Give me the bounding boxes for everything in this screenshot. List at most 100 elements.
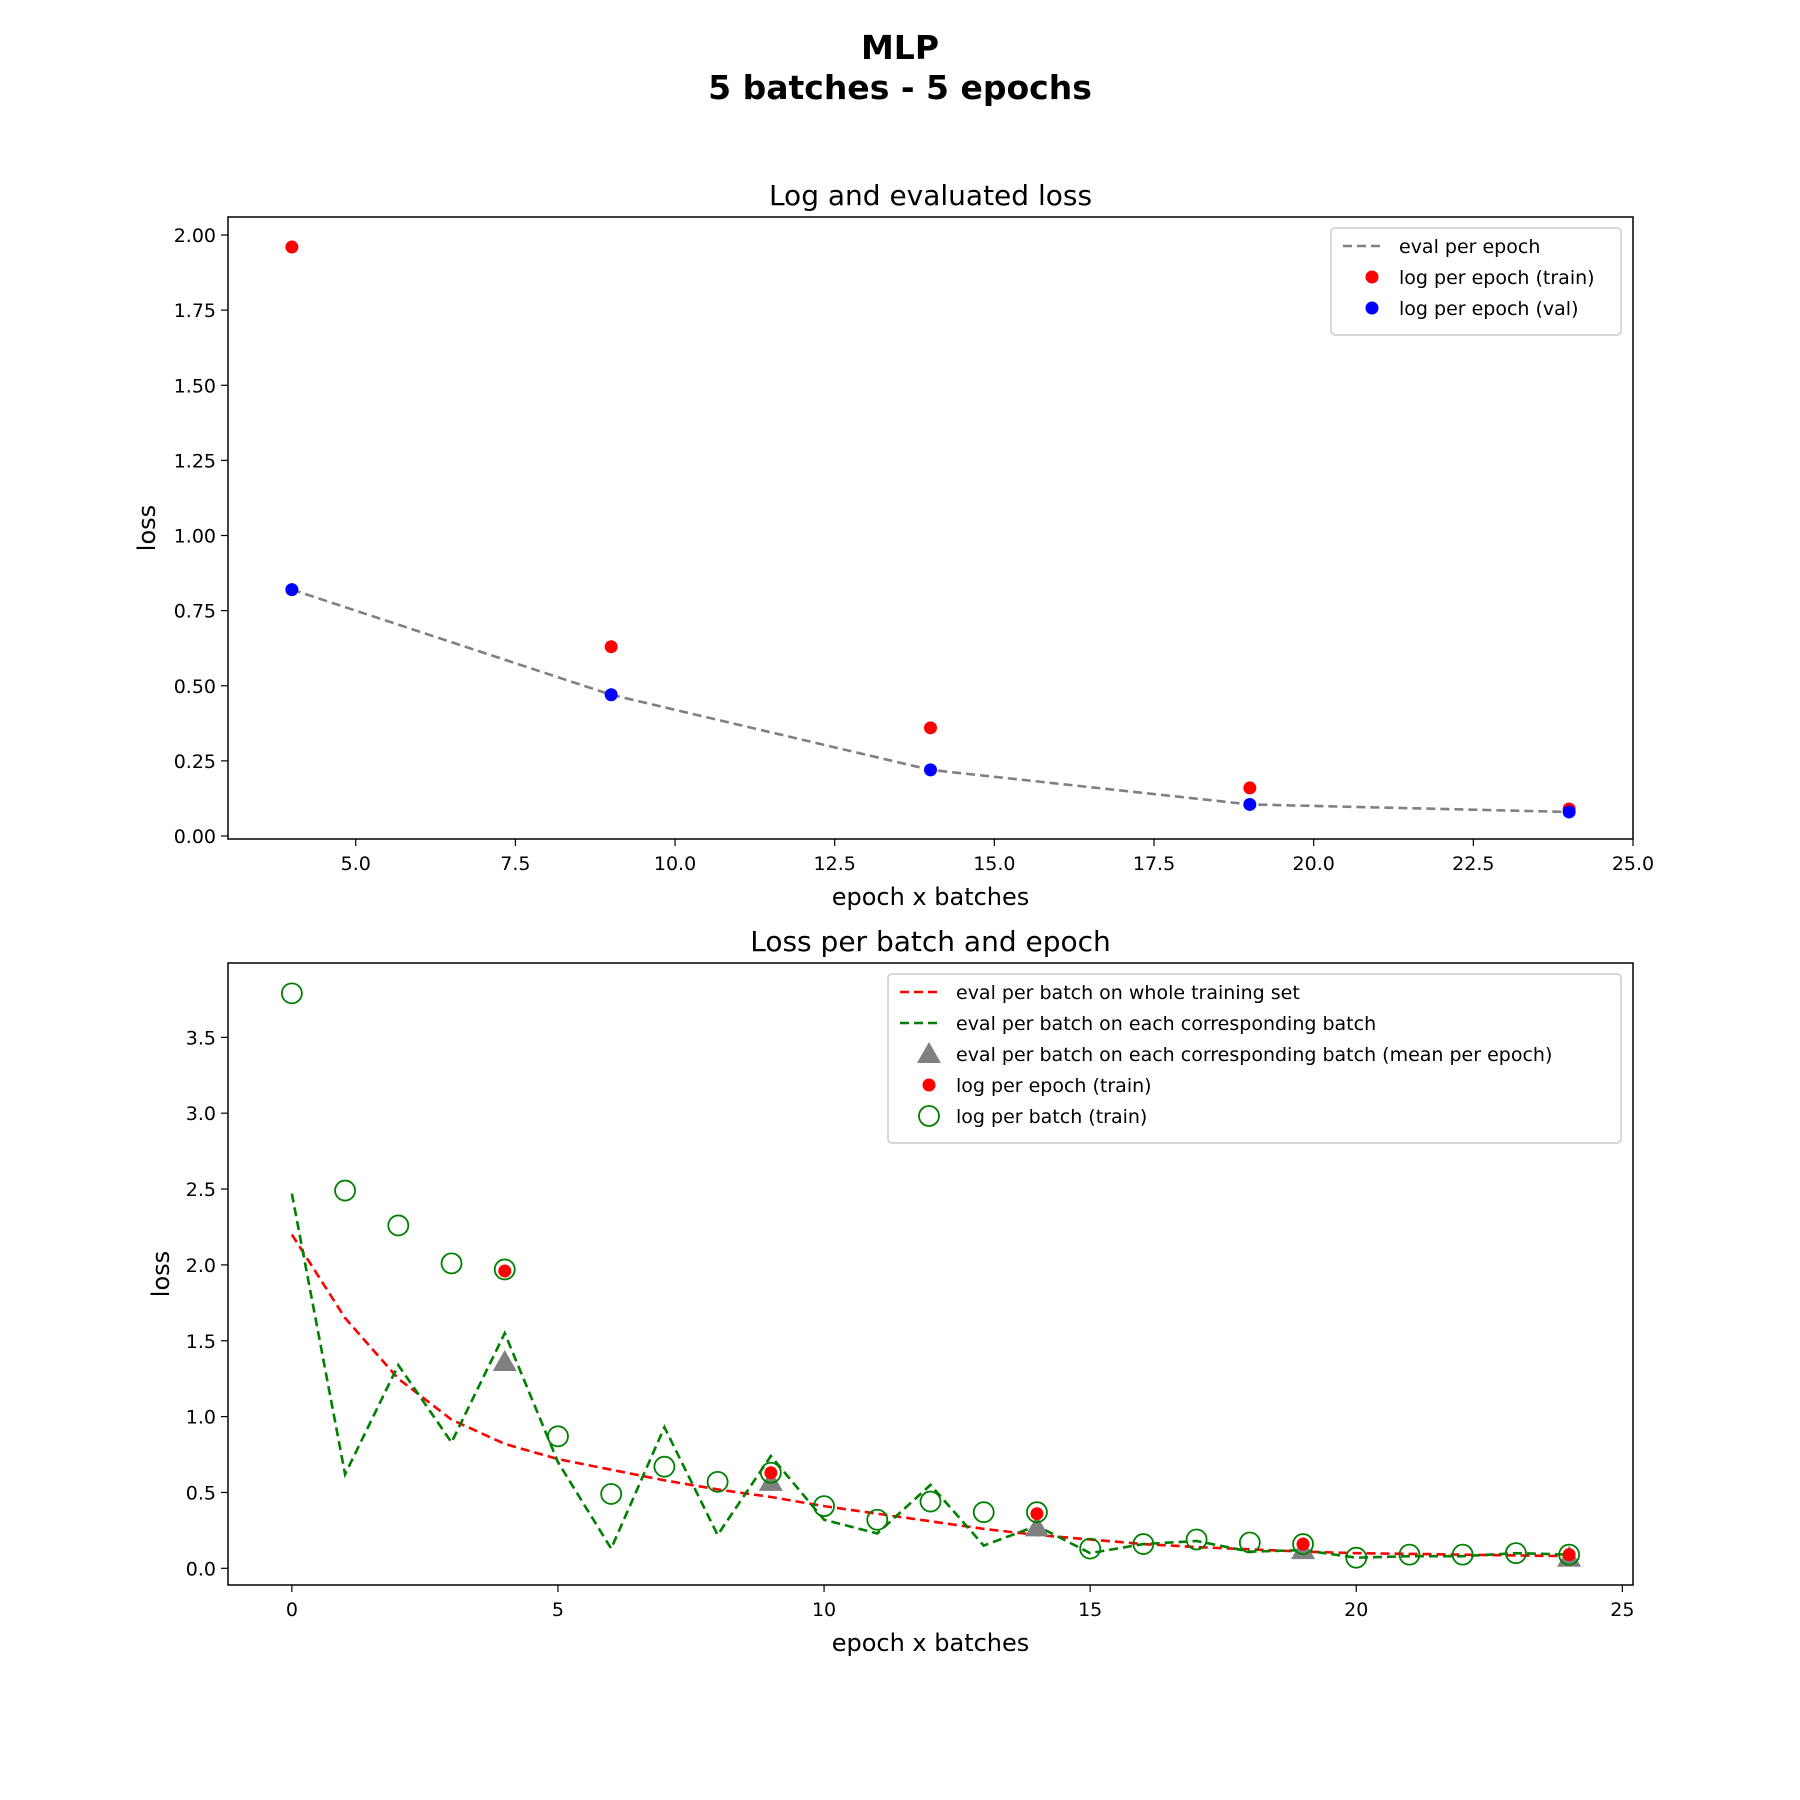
data-point: [1562, 805, 1576, 819]
data-point: [604, 640, 618, 654]
data-point: [600, 1483, 623, 1505]
data-point: [758, 1469, 783, 1491]
legend-box: [887, 973, 1622, 1144]
series-log-per-epoch-train: [498, 1264, 1576, 1562]
series-eval-per-epoch: [291, 588, 1570, 814]
series-log-per-epoch-val: [285, 583, 1576, 819]
data-point: [924, 763, 937, 777]
x-tick-label: 15: [1078, 1599, 1102, 1621]
x-tick-label: 5: [552, 1599, 564, 1621]
series-line: [290, 1193, 1570, 1559]
legend-item: eval per epoch: [1343, 236, 1540, 258]
legend-swatch: [1365, 301, 1379, 315]
figure-title-line-2: 5 batches - 5 epochs: [708, 68, 1092, 107]
legend-swatch: [918, 1105, 940, 1127]
series-eval-per-batch-on-whole-training-set: [290, 1233, 1570, 1558]
figure-title: MLP 5 batches - 5 epochs: [0, 28, 1800, 108]
data-point: [440, 1252, 463, 1275]
y-tick-label: 1.5: [186, 1331, 216, 1353]
y-axis-label: loss: [133, 505, 161, 551]
y-tick-label: 1.25: [174, 450, 216, 472]
data-point: [924, 721, 937, 735]
y-tick-label: 2.00: [174, 225, 216, 247]
figure-title-line-1: MLP: [860, 28, 940, 67]
x-tick-label: 0: [286, 1599, 298, 1621]
x-tick-label: 5.0: [341, 853, 371, 875]
x-tick-label: 15.0: [973, 853, 1015, 875]
legend-swatch: [922, 1078, 936, 1092]
y-tick-label: 3.0: [186, 1103, 216, 1125]
data-point: [972, 1501, 995, 1524]
x-axis-label: epoch x batches: [832, 1629, 1030, 1657]
data-point: [653, 1455, 676, 1478]
axes-frame: [227, 216, 1634, 840]
y-tick-label: 0.5: [186, 1482, 216, 1504]
y-tick-label: 2.5: [186, 1179, 216, 1201]
data-point: [1079, 1537, 1102, 1560]
y-tick-label: 0.25: [174, 751, 216, 773]
plot-area: [280, 982, 1582, 1569]
legend-label: eval per batch on each corresponding bat…: [956, 1013, 1376, 1035]
data-point: [285, 583, 299, 597]
data-point: [280, 982, 303, 1005]
chart-log-and-evaluated-loss: Log and evaluated loss 5.0 7.5 10.0 12.5 15.0…: [133, 179, 1654, 911]
x-tick-label: 22.5: [1452, 853, 1494, 875]
data-point: [604, 688, 618, 702]
data-point: [1026, 1501, 1048, 1524]
legend-swatch: [917, 1042, 941, 1063]
legend-item: eval per batch on whole training set: [900, 982, 1300, 1004]
legend-item: log per epoch (train): [922, 1075, 1152, 1097]
series-line: [290, 1233, 1570, 1558]
x-axis-label: epoch x batches: [832, 883, 1030, 911]
y-axis-label: loss: [147, 1251, 175, 1297]
chart-title: Loss per batch and epoch: [750, 925, 1111, 958]
chart-title: Log and evaluated loss: [769, 179, 1092, 212]
x-tick-label: 12.5: [814, 853, 856, 875]
y-tick-label: 0.0: [186, 1558, 216, 1580]
data-point: [1132, 1533, 1155, 1555]
data-point: [493, 1258, 516, 1281]
data-point: [1024, 1515, 1049, 1537]
legend: eval per epoch log per epoch (train) log p…: [1330, 227, 1622, 336]
y-tick-label: 1.75: [174, 300, 216, 322]
x-tick-label: 20.0: [1293, 853, 1335, 875]
x-tick-label: 25.0: [1612, 853, 1654, 875]
plot-area: [285, 240, 1576, 819]
legend-item: log per epoch (train): [1365, 267, 1595, 289]
legend-label: eval per batch on whole training set: [956, 982, 1300, 1004]
data-point: [764, 1466, 778, 1480]
data-point: [492, 1349, 517, 1371]
legend-item: log per epoch (val): [1365, 298, 1579, 320]
x-tick-label: 7.5: [500, 853, 530, 875]
data-point: [1451, 1543, 1474, 1566]
data-point: [1398, 1543, 1421, 1566]
y-tick-label: 2.0: [186, 1255, 216, 1277]
chart-loss-per-batch-and-epoch: Loss per batch and epoch 0 5 10 15 20 25 0.0 0.5…: [147, 925, 1634, 1657]
data-point: [285, 240, 299, 254]
legend-label: log per epoch (val): [1399, 298, 1579, 320]
data-point: [1505, 1542, 1527, 1565]
legend-label: eval per epoch: [1399, 236, 1540, 258]
data-point: [813, 1495, 835, 1518]
y-tick-label: 1.50: [174, 375, 216, 397]
series-line: [291, 588, 1570, 814]
series-log-per-batch-train: [280, 982, 1581, 1569]
legend-item: log per batch (train): [918, 1105, 1147, 1128]
x-tick-label: 10: [812, 1599, 836, 1621]
y-tick-label: 3.5: [186, 1027, 216, 1049]
legend-label: log per epoch (train): [956, 1075, 1152, 1097]
x-tick-label: 17.5: [1133, 853, 1175, 875]
data-point: [706, 1470, 729, 1493]
legend: eval per batch on whole training set eval…: [887, 973, 1622, 1144]
series-eval-per-batch-on-each-corresponding-batch-mean-per-epoch: [492, 1349, 1582, 1567]
data-point: [498, 1264, 512, 1278]
legend-label: eval per batch on each corresponding bat…: [956, 1044, 1552, 1066]
y-tick-label: 1.00: [174, 526, 216, 548]
legend-label: log per epoch (train): [1399, 267, 1595, 289]
legend-item: eval per batch on each corresponding bat…: [917, 1042, 1552, 1066]
data-point: [547, 1425, 569, 1448]
x-tick-label: 25: [1610, 1599, 1634, 1621]
data-point: [759, 1461, 782, 1484]
legend-box: [1330, 227, 1622, 336]
data-point: [1243, 797, 1257, 811]
